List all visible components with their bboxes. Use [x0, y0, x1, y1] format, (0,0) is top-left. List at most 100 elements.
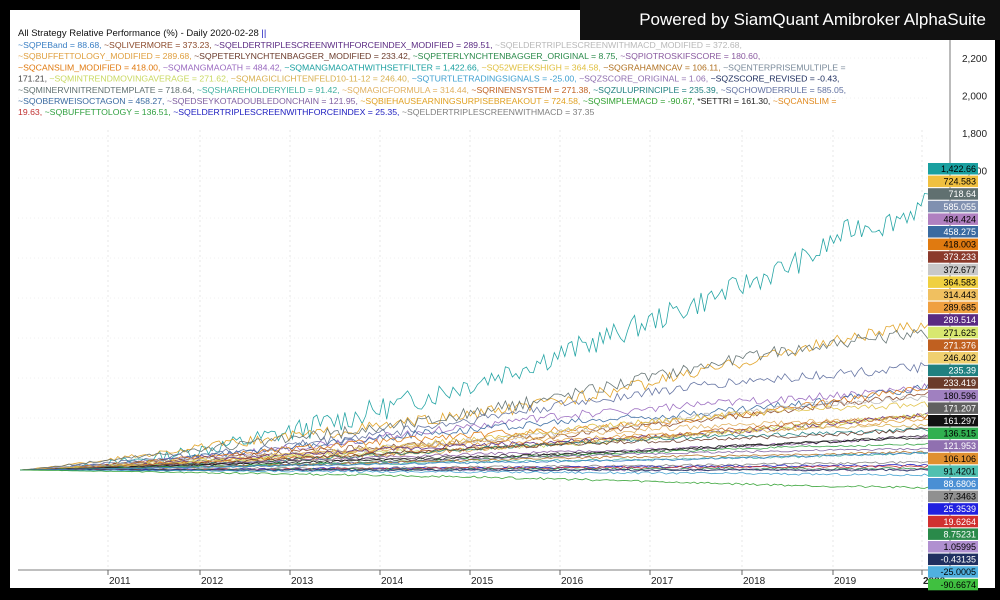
legend-entry: ~SQPETERLYNCHTENBAGGER_MODIFIED = 233.42…	[194, 51, 413, 61]
y-tick-label: 2,000	[962, 91, 987, 102]
legend-row: ~SQCANSLIM_MODIFIED = 418.00, ~SQMANGMAO…	[18, 62, 846, 72]
value-label-text: 718.64	[948, 189, 976, 199]
value-label-bg	[928, 452, 978, 465]
value-label-bg	[928, 314, 978, 326]
value-label: 91.4201	[928, 465, 978, 477]
value-label: 271.625	[928, 326, 978, 339]
value-label-text: 372.677	[943, 265, 976, 275]
legend-entry: ~SQEDSEYKOTADOUBLEDONCHAIN = 121.95,	[167, 96, 360, 106]
value-label-text: 314.443	[943, 290, 976, 300]
x-tick-label: 2012	[201, 576, 224, 587]
value-label: 180.596	[928, 389, 978, 402]
value-label-text: 180.596	[943, 391, 976, 401]
value-label: 25.3539	[928, 503, 978, 515]
value-label-text: -0.43135	[940, 555, 976, 565]
value-label: 718.64	[928, 188, 978, 200]
value-label-bg	[928, 377, 978, 389]
series-line	[19, 386, 929, 471]
legend-entry: ~SQELDERTRIPLESCREENWITHMACD_MODIFIED = …	[495, 40, 742, 50]
value-label: 418.003	[928, 238, 978, 251]
value-label-text: 19.6264	[943, 517, 976, 527]
value-label-bg	[928, 515, 978, 528]
value-label-text: -25.0005	[940, 567, 976, 577]
value-label: 1.05995	[928, 541, 978, 553]
value-label-text: 8.75231	[943, 529, 976, 539]
legend-row: ~SQPEBand = 88.68, ~SQLIVERMORE = 373.23…	[18, 40, 742, 50]
value-label-text: 233.419	[943, 378, 976, 388]
value-label-bg	[928, 415, 978, 427]
legend-entry: ~SQMANGMAOATHWITHSETFILTER = 1,422.66,	[284, 62, 481, 72]
value-label-text: 88.6806	[943, 479, 976, 489]
legend-row: ~SQOBERWEISOCTAGON = 458.27, ~SQEDSEYKOT…	[18, 96, 837, 106]
legend-entry: ~SQBUFFETTOLOGY = 136.51,	[45, 107, 174, 117]
legend-entry: 19.63,	[18, 107, 45, 117]
value-label-text: 364.583	[943, 277, 976, 287]
legend-entry: ~SQCANSLIM =	[773, 96, 837, 106]
x-tick-label: 2015	[471, 576, 494, 587]
value-label-text: 271.625	[943, 328, 976, 338]
value-label-text: 289.514	[943, 315, 976, 325]
value-label: -0.43135	[928, 553, 978, 566]
value-label-bg	[928, 553, 978, 566]
value-label: 106.106	[928, 452, 978, 465]
y-tick-label: 1,800	[962, 129, 987, 140]
legend-entry: ~SQ52WEEKSHIGH = 364.58,	[482, 62, 604, 72]
chart-title: All Strategy Relative Performance (%) - …	[18, 28, 266, 39]
legend-entry: ~SQPIOTROSKIFSCORE = 180.60,	[620, 51, 760, 61]
series-line	[20, 468, 929, 472]
legend-entry: ~SQPETERLYNCHTENBAGGER_ORIGINAL = 8.75,	[413, 51, 621, 61]
legend-entry: ~SQSIMPLEMACD = -90.67,	[583, 96, 697, 106]
legend-entry: ~SQELDERTRIPLESCREENWITHFORCEINDEX = 25.…	[173, 107, 402, 117]
legend-row: ~SQMINERVINITRENDTEMPLATE = 718.64, ~SQS…	[18, 85, 846, 95]
chart-panel	[10, 10, 995, 588]
legend-entry: ~SQENTERPRISEMULTIPLE =	[723, 62, 845, 72]
value-label-bg	[928, 389, 978, 402]
value-label-text: 121.953	[943, 441, 976, 451]
value-label-bg	[928, 188, 978, 200]
chart-title-text: All Strategy Relative Performance (%) - …	[18, 28, 210, 39]
value-label-bg	[928, 352, 978, 364]
chart-cursor-marker: ||	[259, 28, 267, 39]
value-label: 136.515	[928, 427, 978, 440]
value-label: 458.275	[928, 226, 978, 238]
legend-entry: ~SQSHAREHOLDERYIELD = 91.42,	[197, 85, 342, 95]
value-label: 373.233	[928, 251, 978, 263]
value-label: 246.402	[928, 352, 978, 364]
series-line	[20, 469, 929, 477]
legend-entry: ~SQMINTRENDMOVINGAVERAGE = 271.62,	[49, 74, 230, 84]
series-line	[19, 192, 929, 471]
value-label-bg	[928, 478, 978, 490]
value-label-bg	[928, 339, 978, 351]
x-tick-label: 2011	[109, 576, 131, 587]
value-label-bg	[928, 490, 978, 503]
value-label-bg	[928, 427, 978, 440]
value-label-bg	[928, 263, 978, 276]
value-label-text: 484.424	[943, 214, 976, 224]
series-line	[19, 384, 929, 471]
value-label-bg	[928, 238, 978, 251]
value-label-bg	[928, 301, 978, 314]
value-label-text: 458.275	[943, 227, 976, 237]
value-label-text: 1.05995	[943, 542, 976, 552]
legend-entry: ~SQMANGMAOATH = 484.42,	[163, 62, 285, 72]
value-label-bg	[928, 578, 978, 591]
legend-entry: ~SQZSCORE_REVISED = -0.43,	[711, 74, 840, 84]
legend-entry: ~SQBIEHAUSEARNINGSURPISEBREAKOUT = 724.5…	[360, 96, 582, 106]
value-label-bg	[928, 326, 978, 339]
value-label-text: 246.402	[943, 353, 976, 363]
watermark-banner: Powered by SiamQuant Amibroker AlphaSuit…	[580, 0, 1000, 40]
legend-entry: ~SQELDERTRIPLESCREENWITHFORCEINDEX_MODIF…	[214, 40, 495, 50]
value-label: 372.677	[928, 263, 978, 276]
value-label: 585.055	[928, 200, 978, 213]
value-label: -25.0005	[928, 566, 978, 578]
legend-entry: ~SQZULUPRINCIPLE = 235.39,	[593, 85, 720, 95]
value-label: -90.6674	[928, 578, 978, 591]
x-tick-label: 2016	[561, 576, 584, 587]
value-label-bg	[928, 289, 978, 301]
value-label: 289.685	[928, 301, 978, 314]
legend-entry: ~SQMINERVINITRENDTEMPLATE = 718.64,	[18, 85, 197, 95]
legend-entry: ~SQOBERWEISOCTAGON = 458.27,	[18, 96, 167, 106]
value-label-bg	[928, 276, 978, 288]
legend-entry: ~SQMAGICFORMULA = 314.44,	[342, 85, 471, 95]
